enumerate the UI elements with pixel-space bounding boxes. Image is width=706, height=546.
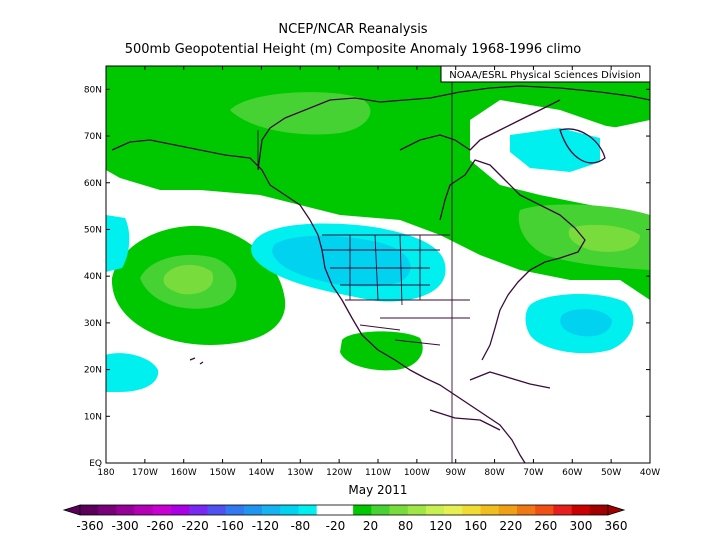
colorbar-label: 360 xyxy=(605,519,628,533)
colorbar-swatch xyxy=(80,505,99,515)
lat-tick-label: 70N xyxy=(84,132,102,142)
colorbar-label: -20 xyxy=(326,519,346,533)
chart-title-line2: 500mb Geopotential Height (m) Composite … xyxy=(124,42,582,57)
lon-tick-label: 140W xyxy=(248,468,274,478)
anomaly-positive-beaufort xyxy=(230,92,371,135)
colorbar-label: -260 xyxy=(147,519,174,533)
colorbar-label: 300 xyxy=(569,519,592,533)
colorbar-swatch xyxy=(171,505,190,515)
colorbar-label: -220 xyxy=(182,519,209,533)
colorbar-swatch xyxy=(353,505,372,515)
colorbar-swatch xyxy=(425,505,445,515)
anomaly-negative-dateline xyxy=(106,215,130,272)
lon-tick-label: 130W xyxy=(287,468,313,478)
lon-tick-label: 110W xyxy=(365,468,391,478)
anomaly-negative-labrador-core xyxy=(510,128,600,172)
colorbar-swatch xyxy=(262,505,281,515)
lon-tick-label: 170W xyxy=(132,468,158,478)
colorbar-swatch xyxy=(407,505,427,515)
colorbar-swatch xyxy=(116,505,135,515)
lat-tick-label: 20N xyxy=(84,366,102,376)
credit-text: NOAA/ESRL Physical Sciences Division xyxy=(449,70,641,81)
longitude-axis: 180 170W 160W 150W 140W 130W 120W 110W 100W 90W 80… xyxy=(97,66,660,478)
colorbar-swatch xyxy=(498,505,518,515)
lon-tick-label: 80W xyxy=(484,468,504,478)
colorbar-label: 120 xyxy=(429,519,452,533)
lon-tick-label: 120W xyxy=(326,468,352,478)
lat-tick-label: 60N xyxy=(84,179,102,189)
lon-tick-label: 40W xyxy=(640,468,660,478)
colorbar-swatch xyxy=(571,505,591,515)
lon-tick-label: 90W xyxy=(446,468,466,478)
colorbar-label: 160 xyxy=(464,519,487,533)
lat-tick-label: 30N xyxy=(84,319,102,329)
anomaly-negative-atlantic-core xyxy=(560,308,612,337)
colorbar-label: 260 xyxy=(534,519,557,533)
colorbar-swatch xyxy=(189,505,208,515)
lon-tick-label: 60W xyxy=(562,468,582,478)
colorbar-swatch xyxy=(152,505,172,515)
lon-tick-label: 70W xyxy=(523,468,543,478)
lon-tick-label: 160W xyxy=(171,468,197,478)
colorbar-swatch xyxy=(480,505,500,515)
colorbar-labels: -360 -300 -260 -220 -160 -120 -80 -20 20 80 120 160… xyxy=(76,519,627,533)
colorbar-swatch xyxy=(462,505,481,515)
colorbar-swatch xyxy=(280,505,299,515)
lat-tick-label: 10N xyxy=(84,412,102,422)
lon-tick-label: 180 xyxy=(97,468,114,478)
colorbar-swatch xyxy=(225,505,245,515)
colorbar-arrow-low xyxy=(62,504,81,516)
colorbar-label: 80 xyxy=(398,519,413,533)
map-panel xyxy=(106,66,650,463)
colorbar-label: -80 xyxy=(291,519,311,533)
colorbar-swatch xyxy=(444,505,463,515)
lon-tick-label: 100W xyxy=(404,468,430,478)
colorbar-swatch xyxy=(298,505,317,515)
colorbar-label: -120 xyxy=(252,519,279,533)
lat-tick-label: 40N xyxy=(84,272,102,282)
latitude-axis: EQ 10N 20N 30N 40N 50N 60N 70N 80N xyxy=(84,85,650,469)
colorbar-label: 220 xyxy=(499,519,522,533)
colorbar xyxy=(62,504,626,516)
colorbar-swatch xyxy=(243,505,263,515)
colorbar-arrow-high xyxy=(607,504,626,516)
lon-tick-label: 50W xyxy=(601,468,621,478)
lon-tick-label: 150W xyxy=(210,468,236,478)
colorbar-swatch xyxy=(334,505,354,515)
chart-title-line1: NCEP/NCAR Reanalysis xyxy=(278,22,428,37)
colorbar-label: 20 xyxy=(363,519,378,533)
colorbar-label: -160 xyxy=(217,519,244,533)
period-label: May 2011 xyxy=(348,483,407,497)
political-borders xyxy=(257,66,470,463)
lat-tick-label: 50N xyxy=(84,225,102,235)
lat-tick-label: EQ xyxy=(89,459,102,469)
anomaly-positive-north xyxy=(106,66,650,300)
colorbar-swatch xyxy=(207,505,226,515)
colorbar-swatch xyxy=(316,505,336,515)
colorbar-swatch xyxy=(98,505,117,515)
colorbar-swatch xyxy=(134,505,154,515)
colorbar-swatch xyxy=(553,505,572,515)
colorbar-swatch xyxy=(516,505,536,515)
anomaly-negative-central-pacific xyxy=(106,353,159,392)
anomaly-positive-pacific-center xyxy=(163,264,214,295)
colorbar-swatch xyxy=(389,505,409,515)
anomaly-positive-newfoundland-core xyxy=(568,224,640,252)
colorbar-label: -300 xyxy=(111,519,138,533)
colorbar-swatch xyxy=(535,505,554,515)
credit-box xyxy=(440,65,651,83)
lat-tick-label: 80N xyxy=(84,85,102,95)
colorbar-swatch xyxy=(371,505,390,515)
colorbar-swatch xyxy=(589,505,609,515)
colorbar-label: -360 xyxy=(76,519,103,533)
